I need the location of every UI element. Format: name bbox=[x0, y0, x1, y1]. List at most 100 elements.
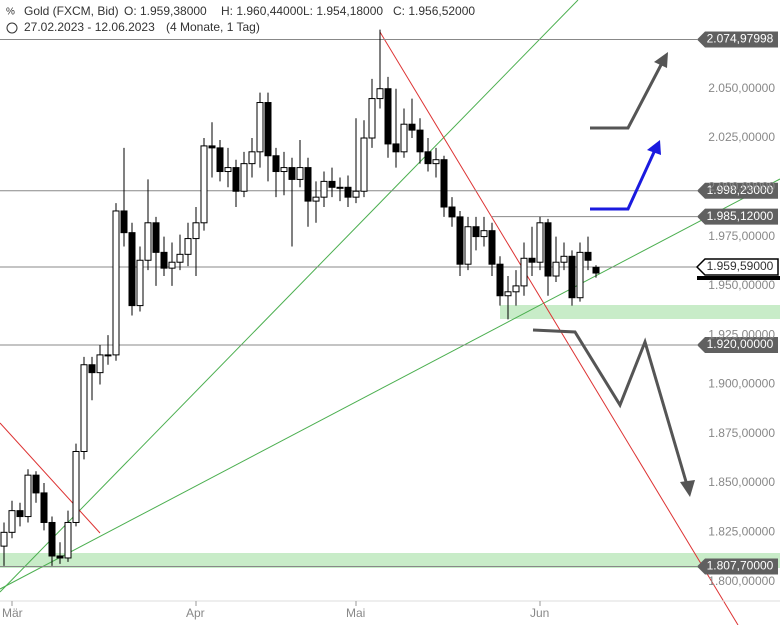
candle-body bbox=[312, 196, 320, 202]
x-tick-label: Mai bbox=[346, 606, 365, 620]
scenario-arrow bbox=[590, 62, 664, 130]
icon: % bbox=[6, 7, 15, 18]
y-tick-label: 2.025,00000 bbox=[708, 130, 775, 144]
candle-body bbox=[120, 210, 128, 234]
candle-body bbox=[232, 167, 240, 192]
candle-body bbox=[88, 364, 96, 374]
candle-body bbox=[128, 232, 136, 307]
level-label: 1.998,23000 bbox=[707, 183, 774, 197]
candle-body bbox=[136, 259, 144, 307]
candle-body bbox=[424, 151, 432, 165]
candle-body bbox=[224, 167, 232, 173]
candle-body bbox=[488, 230, 496, 265]
arrow-head bbox=[654, 52, 668, 68]
last-price-box bbox=[695, 258, 779, 276]
candle-body bbox=[48, 521, 56, 557]
scenario-arrow bbox=[532, 328, 689, 486]
x-tick-label: Mär bbox=[2, 606, 23, 620]
candle-body bbox=[200, 145, 208, 224]
last-price-label: 1.959,59000 bbox=[707, 259, 774, 273]
y-tick-label: 1.850,00000 bbox=[708, 475, 775, 489]
high-text: H: 1.960,44000 bbox=[221, 4, 303, 18]
candle-body bbox=[456, 216, 464, 265]
level-label-box bbox=[697, 31, 778, 48]
candle-body bbox=[472, 226, 480, 238]
clock-icon bbox=[6, 22, 18, 34]
candle-body bbox=[192, 222, 200, 240]
candle-body bbox=[512, 285, 520, 293]
candle-body bbox=[576, 251, 584, 299]
candle-body bbox=[208, 145, 216, 149]
candle-body bbox=[256, 102, 264, 153]
date-range: 27.02.2023 - 12.06.2023 bbox=[24, 20, 155, 34]
candle-body bbox=[392, 143, 400, 153]
candle-body bbox=[368, 98, 376, 139]
candle-body bbox=[496, 263, 504, 297]
level-label: 1.985,12000 bbox=[707, 209, 774, 223]
candle-body bbox=[272, 155, 280, 173]
y-tick-label: 2.000,00000 bbox=[708, 179, 775, 193]
candle-body bbox=[384, 88, 392, 145]
y-tick-label: 1.900,00000 bbox=[708, 377, 775, 391]
candle-body bbox=[544, 222, 552, 277]
candle-body bbox=[288, 167, 296, 180]
candle-body bbox=[56, 555, 64, 559]
level-label: 1.807,70000 bbox=[707, 559, 774, 573]
candle-body bbox=[16, 510, 24, 518]
candle-body bbox=[112, 210, 120, 356]
support-zone bbox=[500, 305, 780, 319]
candle-body bbox=[504, 291, 512, 297]
candle-body bbox=[344, 186, 352, 198]
candle-body bbox=[552, 261, 560, 277]
candle-body bbox=[416, 129, 424, 153]
y-tick-label: 1.925,00000 bbox=[708, 327, 775, 341]
y-tick-label: 1.950,00000 bbox=[708, 278, 775, 292]
y-tick-label: 2.050,00000 bbox=[708, 81, 775, 95]
candle-body bbox=[592, 266, 600, 274]
candle-body bbox=[464, 226, 472, 265]
candle-body bbox=[144, 222, 152, 261]
candle-body bbox=[304, 167, 312, 202]
candle-body bbox=[328, 180, 336, 188]
chart-title: Gold (FXCM, Bid) bbox=[24, 4, 119, 18]
candle-body bbox=[152, 222, 160, 253]
candle-body bbox=[24, 474, 32, 518]
y-tick-label: 1.825,00000 bbox=[708, 525, 775, 539]
x-tick-label: Apr bbox=[186, 606, 205, 620]
candle-body bbox=[376, 88, 384, 100]
candle-body bbox=[104, 354, 112, 357]
scenario-arrow bbox=[590, 149, 657, 211]
candle-body bbox=[536, 222, 544, 263]
trend-line bbox=[0, 178, 780, 590]
candle-body bbox=[240, 163, 248, 192]
candle-body bbox=[568, 255, 576, 299]
candle-body bbox=[8, 510, 16, 533]
low-text: L: 1.954,18000 bbox=[303, 4, 383, 18]
candle-body bbox=[408, 123, 416, 131]
candle-body bbox=[584, 251, 592, 261]
candle-body bbox=[72, 450, 80, 523]
support-zone bbox=[0, 553, 780, 568]
candle-body bbox=[352, 190, 360, 198]
candle-body bbox=[360, 137, 368, 192]
y-tick-label: 1.800,00000 bbox=[708, 574, 775, 588]
candle-body bbox=[480, 230, 488, 238]
candle-body bbox=[264, 102, 272, 157]
candle-body bbox=[168, 261, 176, 269]
level-label-box bbox=[697, 558, 778, 575]
candle-body bbox=[432, 159, 440, 165]
arrow-head bbox=[680, 480, 695, 497]
candle-body bbox=[64, 521, 72, 559]
x-tick-label: Jun bbox=[530, 606, 549, 620]
trend-line bbox=[0, 0, 579, 593]
close-text: C: 1.956,52000 bbox=[393, 4, 475, 18]
level-label-box bbox=[697, 182, 778, 199]
candle-body bbox=[528, 257, 536, 263]
candle-body bbox=[160, 251, 168, 269]
period: (4 Monate, 1 Tag) bbox=[166, 20, 260, 34]
candle-body bbox=[96, 354, 104, 374]
trend-line bbox=[0, 422, 101, 534]
level-label-box bbox=[697, 208, 778, 225]
candle-body bbox=[296, 167, 304, 180]
candle-body bbox=[0, 531, 8, 547]
